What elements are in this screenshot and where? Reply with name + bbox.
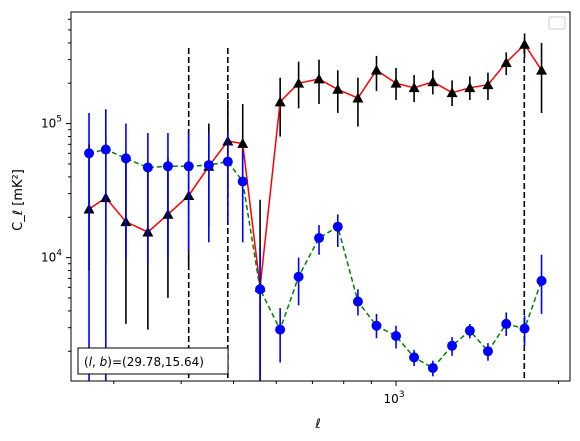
y-axis-label: C_ℓ [mK²]: [11, 169, 26, 231]
legend-box: [548, 16, 566, 30]
triangle-marker-s0-p24: [536, 64, 548, 75]
x-axis-label: ℓ: [314, 417, 320, 432]
circle-marker-s1-p5: [183, 161, 194, 172]
triangle-marker-s0-p22: [500, 57, 512, 68]
circle-marker-s1-p8: [237, 176, 248, 187]
triangle-marker-s0-p11: [293, 77, 305, 88]
triangle-marker-s0-p12: [313, 73, 325, 84]
annotation-text: (l, b)=(29.78,15.64): [84, 355, 204, 369]
circle-marker-s1-p13: [332, 221, 343, 232]
triangle-marker-s0-p23: [519, 38, 531, 49]
plot-area: [83, 33, 548, 381]
triangle-marker-s0-p10: [274, 96, 286, 107]
triangle-marker-s0-p18: [427, 76, 439, 87]
axes: 104 105 103: [41, 18, 560, 406]
y-tick-label-1: 105: [41, 115, 62, 131]
circle-marker-s1-p3: [142, 162, 153, 173]
coordinate-annotation: (l, b)=(29.78,15.64): [77, 347, 229, 375]
triangle-marker-s0-p16: [390, 77, 402, 88]
plot-frame: [70, 11, 571, 382]
circle-marker-s1-p22: [501, 318, 512, 329]
circle-marker-s1-p24: [536, 275, 547, 286]
circle-marker-s1-p9: [255, 284, 266, 295]
triangle-marker-s0-p15: [370, 64, 382, 75]
circle-marker-s1-p16: [391, 330, 402, 341]
circle-marker-s1-p7: [222, 156, 233, 167]
circle-marker-s1-p23: [519, 323, 530, 334]
triangle-marker-s0-p17: [408, 82, 420, 93]
circle-marker-s1-p17: [409, 352, 420, 363]
triangle-marker-s0-p21: [482, 79, 494, 90]
circle-marker-s1-p1: [100, 144, 111, 155]
circle-marker-s1-p0: [84, 148, 95, 159]
circle-marker-s1-p10: [275, 324, 286, 335]
triangle-marker-s0-p19: [446, 87, 458, 98]
circle-marker-s1-p18: [427, 363, 438, 374]
annotation-frame: [77, 347, 229, 375]
y-tick-label-0: 104: [41, 249, 62, 265]
circle-marker-s1-p14: [352, 296, 363, 307]
triangle-marker-s0-p14: [352, 92, 364, 103]
x-tick-label-0: 103: [384, 390, 405, 406]
circle-marker-s1-p15: [371, 320, 382, 331]
circle-marker-s1-p19: [447, 340, 458, 351]
circle-marker-s1-p12: [314, 233, 325, 244]
series-1: [84, 109, 547, 381]
circle-marker-s1-p4: [162, 161, 173, 172]
circle-marker-s1-p20: [464, 325, 475, 336]
circle-marker-s1-p21: [482, 346, 493, 357]
triangle-marker-s0-p20: [464, 82, 476, 93]
triangle-marker-s0-p8: [237, 138, 249, 148]
circle-marker-s1-p11: [293, 271, 304, 282]
circle-marker-s1-p2: [120, 153, 131, 164]
triangle-marker-s0-p13: [332, 83, 344, 94]
circle-marker-s1-p6: [203, 160, 214, 171]
